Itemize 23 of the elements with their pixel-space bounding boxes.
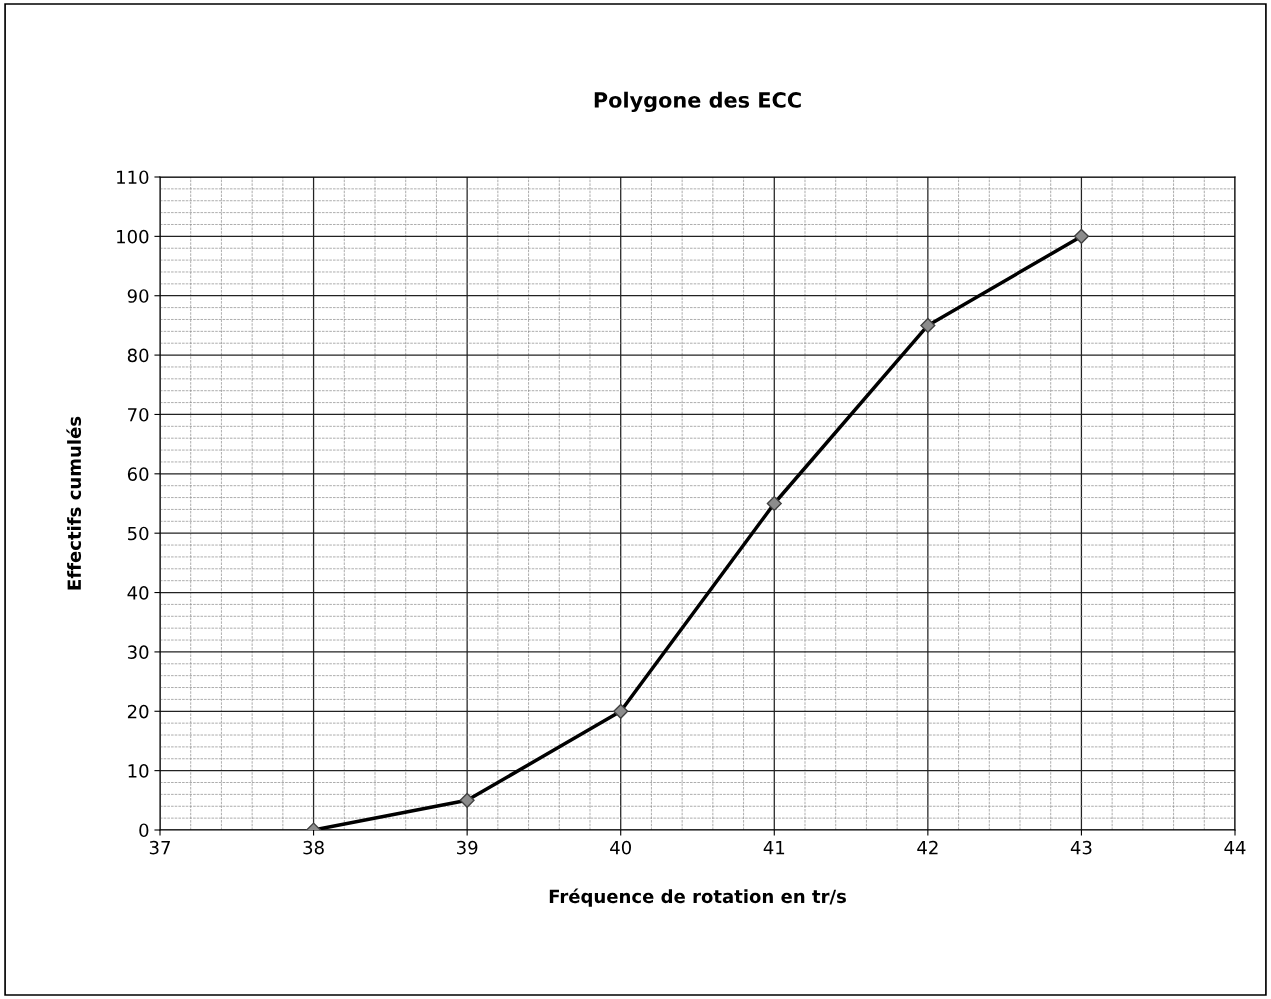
y-tick-label: 110	[117, 170, 149, 185]
y-tick-label: 100	[117, 229, 149, 244]
x-axis-title: Fréquence de rotation en tr/s	[549, 888, 846, 907]
x-tick-label: 42	[917, 840, 938, 855]
chart-title: Polygone des ECC	[594, 91, 801, 113]
y-tick-label: 40	[127, 586, 149, 600]
y-tick-label: 30	[127, 645, 149, 660]
x-tick-label: 43	[1070, 840, 1092, 855]
x-tick-label: 39	[457, 840, 478, 855]
y-tick-label: 10	[128, 764, 149, 778]
y-axis-title: Effectifs cumulés	[66, 416, 82, 590]
x-tick-label: 41	[763, 840, 785, 855]
y-tick-label: 80	[127, 348, 149, 363]
y-tick-label: 60	[127, 467, 149, 481]
y-tick-label: 50	[128, 526, 149, 541]
x-tick-label: 40	[610, 840, 631, 855]
y-tick-label: 0	[139, 823, 149, 838]
y-tick-label: 20	[127, 704, 149, 719]
y-tick-label: 90	[127, 289, 149, 303]
x-tick-label: 37	[149, 840, 170, 855]
x-tick-label: 44	[1224, 840, 1246, 855]
y-tick-label: 70	[128, 407, 149, 422]
x-tick-label: 38	[303, 840, 324, 855]
